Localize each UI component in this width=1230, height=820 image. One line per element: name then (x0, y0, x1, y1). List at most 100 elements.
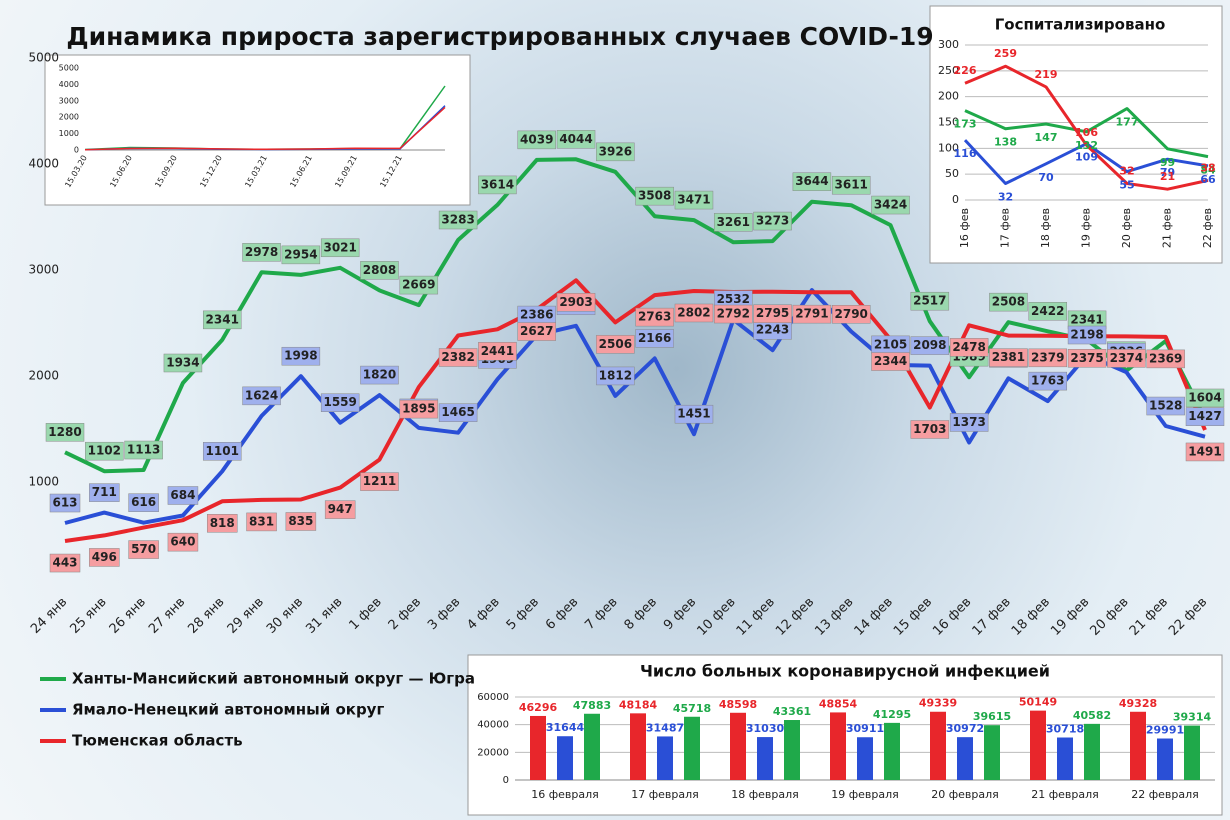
data-label: 443 (52, 556, 77, 570)
y-tick-label: 100 (938, 141, 959, 154)
data-label: 4039 (520, 132, 553, 146)
data-label: 496 (92, 550, 117, 564)
x-tick-label: 18 фев (1039, 208, 1052, 248)
data-label: 1895 (402, 402, 435, 416)
data-label-box (674, 404, 714, 424)
data-label: 570 (131, 542, 156, 556)
overview-panel (44, 54, 471, 206)
data-label: 2792 (717, 307, 750, 321)
data-label: 48854 (819, 697, 858, 710)
data-label-box (753, 304, 792, 323)
x-tick-label: 16 фев (958, 208, 971, 248)
x-tick-label: 17 февраля (631, 788, 699, 801)
data-label: 39615 (973, 710, 1011, 723)
data-label: 30718 (1046, 723, 1084, 736)
data-label-box (1185, 442, 1225, 462)
data-label: 43361 (773, 705, 811, 718)
data-label: 1934 (166, 355, 199, 369)
data-label-box (89, 548, 120, 567)
data-label-box (949, 338, 989, 357)
x-tick-label: 15 фев (891, 595, 935, 639)
data-label: 1820 (363, 368, 396, 382)
x-tick-label: 19 фев (1048, 595, 1092, 639)
data-label-box (635, 329, 674, 348)
data-label-box (1146, 349, 1185, 369)
bar (784, 720, 800, 780)
y-tick-label: 0 (74, 146, 79, 155)
data-label: 3471 (677, 193, 710, 207)
data-label-box (674, 303, 714, 323)
data-label: 1451 (677, 407, 710, 421)
x-tick-label: 22 фев (1201, 208, 1214, 248)
x-tick-label: 18 февраля (731, 788, 799, 801)
data-label: 79 (1160, 166, 1175, 179)
data-label-box (635, 186, 674, 206)
x-tick-label: 19 фев (1080, 208, 1093, 248)
data-label: 1211 (363, 474, 396, 488)
x-tick-label: 29 янв (225, 595, 267, 637)
data-label: 1465 (441, 405, 474, 419)
data-label-box (910, 336, 950, 355)
data-label-box (478, 175, 517, 195)
data-label: 2198 (1070, 328, 1103, 342)
y-tick-label: 0 (503, 775, 509, 786)
data-label-box (360, 472, 399, 491)
bar (957, 737, 973, 780)
data-label: 30911 (846, 722, 884, 735)
data-label-box (360, 365, 399, 385)
x-tick-label: 25 янв (67, 595, 109, 637)
data-label-box (517, 130, 556, 150)
data-label-box (792, 172, 832, 191)
data-label: 1113 (127, 443, 160, 457)
data-label-box (556, 130, 596, 149)
hospital-panel (929, 5, 1223, 264)
bar (730, 712, 746, 780)
data-label: 640 (170, 535, 195, 549)
bar (557, 736, 573, 780)
bar-title: Число больных коронавирусной инфекцией (640, 662, 1050, 681)
data-label-box (792, 304, 832, 324)
y-tick-label: 40000 (477, 720, 509, 731)
data-label: 2954 (284, 247, 317, 261)
data-label: 138 (994, 136, 1017, 149)
data-label: 2791 (795, 307, 828, 321)
data-label: 2341 (1070, 312, 1103, 326)
data-label: 2795 (756, 306, 789, 320)
data-label: 2808 (363, 263, 396, 277)
data-label-box (517, 322, 556, 341)
data-label-box (399, 275, 439, 295)
data-label: 219 (1035, 68, 1058, 81)
data-label: 1101 (206, 444, 239, 458)
data-label-box (242, 386, 281, 406)
data-label: 3611 (835, 178, 868, 192)
data-label: 1763 (1031, 374, 1064, 388)
bar (984, 725, 1000, 780)
data-label: 40582 (1073, 709, 1111, 722)
data-label: 49339 (919, 697, 957, 710)
x-tick-label: 2 фев (386, 595, 424, 633)
data-label: 38 (1200, 161, 1215, 174)
data-label-box (596, 366, 635, 386)
data-label: 46296 (519, 701, 558, 714)
bar (630, 713, 646, 780)
y-tick-label: 200 (938, 90, 959, 103)
y-tick-label: 3000 (28, 263, 59, 277)
data-label: 48598 (719, 698, 757, 711)
x-tick-label: 13 фев (812, 595, 856, 639)
data-label: 2382 (441, 350, 474, 364)
x-tick-label: 27 янв (146, 595, 188, 637)
data-label-box (989, 292, 1028, 312)
data-label-box (753, 211, 792, 231)
data-label-box (438, 210, 478, 230)
data-label: 4044 (559, 132, 592, 146)
data-label-box (85, 441, 124, 461)
x-tick-label: 5 фев (504, 595, 542, 633)
data-label: 2243 (756, 323, 789, 337)
series-line (964, 64, 1209, 191)
data-label-box (281, 245, 321, 265)
data-label: 3021 (323, 240, 356, 254)
data-label: 2478 (952, 340, 985, 354)
data-label-box (1067, 325, 1107, 345)
data-label: 2790 (835, 307, 868, 321)
data-label-box (89, 483, 120, 502)
